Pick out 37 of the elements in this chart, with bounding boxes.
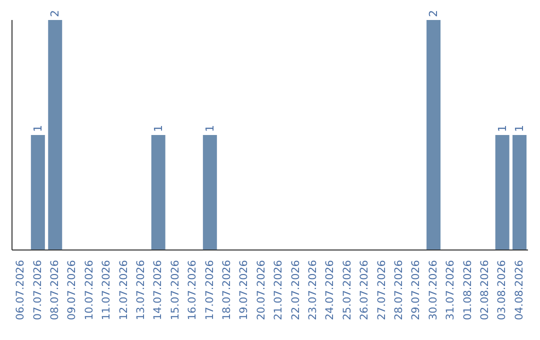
x-tick-label: 24.07.2026 [324, 260, 336, 320]
data-label: 1 [496, 125, 509, 132]
x-tick-label: 28.07.2026 [393, 260, 405, 320]
x-tick-label: 19.07.2026 [238, 260, 250, 320]
x-tick-label: 13.07.2026 [135, 260, 147, 320]
x-tick-label: 07.07.2026 [32, 260, 44, 320]
x-tick-label: 09.07.2026 [66, 260, 78, 320]
x-tick-label: 10.07.2026 [83, 260, 96, 320]
x-tick-label: 30.07.2026 [427, 260, 440, 320]
x-tick-label: 22.07.2026 [290, 260, 302, 320]
x-tick-label: 17.07.2026 [204, 260, 216, 320]
x-tick-label: 18.07.2026 [221, 260, 233, 320]
x-tick-label: 16.07.2026 [186, 260, 199, 320]
x-tick-label: 15.07.2026 [169, 260, 182, 320]
x-tick-label: 31.07.2026 [444, 260, 457, 320]
x-tick-label: 14.07.2026 [152, 260, 164, 320]
data-label: 1 [203, 125, 216, 132]
x-tick-label: 04.08.2026 [513, 260, 526, 320]
data-label: 2 [427, 10, 440, 17]
x-tick-label: 21.07.2026 [272, 260, 285, 320]
data-label: 1 [152, 125, 165, 132]
data-label: 1 [513, 125, 526, 132]
x-tick-label: 02.08.2026 [479, 260, 491, 320]
x-tick-label: 11.07.2026 [100, 260, 113, 320]
x-tick-label: 12.07.2026 [118, 260, 130, 320]
x-tick-label: 26.07.2026 [358, 260, 371, 320]
x-tick-label: 25.07.2026 [341, 260, 354, 320]
x-tick-label: 06.07.2026 [14, 260, 27, 320]
x-tick-label: 03.08.2026 [496, 260, 508, 320]
x-tick-label: 23.07.2026 [307, 260, 319, 320]
x-tick-label: 08.07.2026 [49, 260, 61, 320]
data-label: 2 [48, 10, 62, 17]
x-tick-label: 29.07.2026 [410, 260, 422, 320]
data-label: 1 [31, 125, 44, 132]
x-tick-label: 20.07.2026 [255, 260, 268, 320]
x-tick-label: 01.08.2026 [462, 260, 474, 320]
x-tick-label: 27.07.2026 [376, 260, 388, 320]
